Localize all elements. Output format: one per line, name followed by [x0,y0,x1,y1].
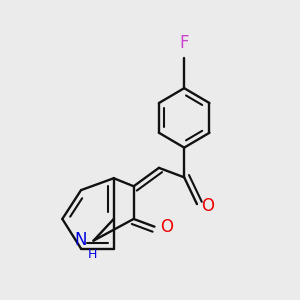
Text: O: O [201,196,214,214]
Text: N: N [74,231,87,249]
Text: F: F [179,34,189,52]
Text: H: H [87,248,97,261]
Text: O: O [160,218,173,236]
